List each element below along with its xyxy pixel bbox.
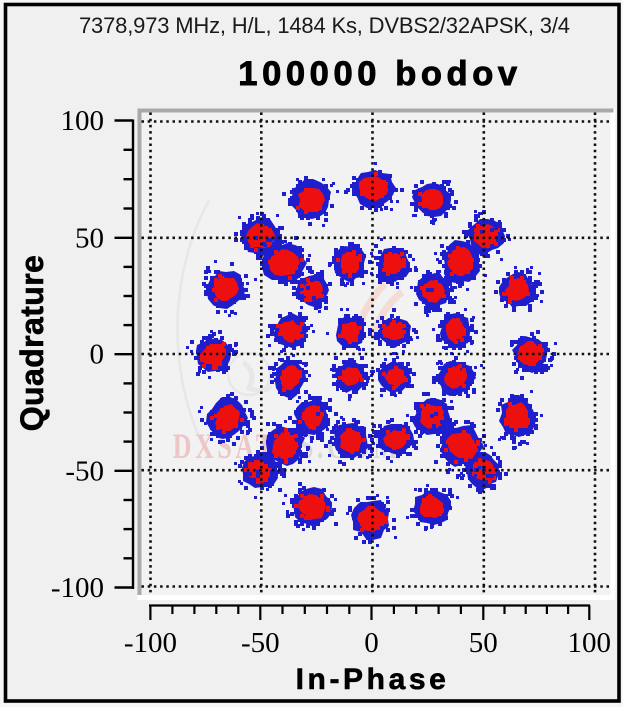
- svg-text:100: 100: [61, 105, 105, 137]
- svg-text:50: 50: [75, 222, 104, 254]
- svg-text:-50: -50: [65, 455, 104, 487]
- svg-text:100000 bodov: 100000 bodov: [238, 55, 521, 93]
- svg-text:0: 0: [90, 339, 105, 371]
- svg-text:50: 50: [469, 627, 498, 659]
- svg-text:-100: -100: [51, 572, 104, 604]
- svg-text:100: 100: [568, 627, 612, 659]
- svg-text:7378,973 MHz, H/L, 1484 Ks, DV: 7378,973 MHz, H/L, 1484 Ks, DVBS2/32APSK…: [79, 13, 570, 38]
- svg-text:In-Phase: In-Phase: [296, 663, 450, 696]
- svg-text:-100: -100: [124, 627, 177, 659]
- svg-text:-50: -50: [241, 627, 280, 659]
- svg-text:0: 0: [364, 627, 379, 659]
- svg-text:Quadrature: Quadrature: [14, 255, 50, 431]
